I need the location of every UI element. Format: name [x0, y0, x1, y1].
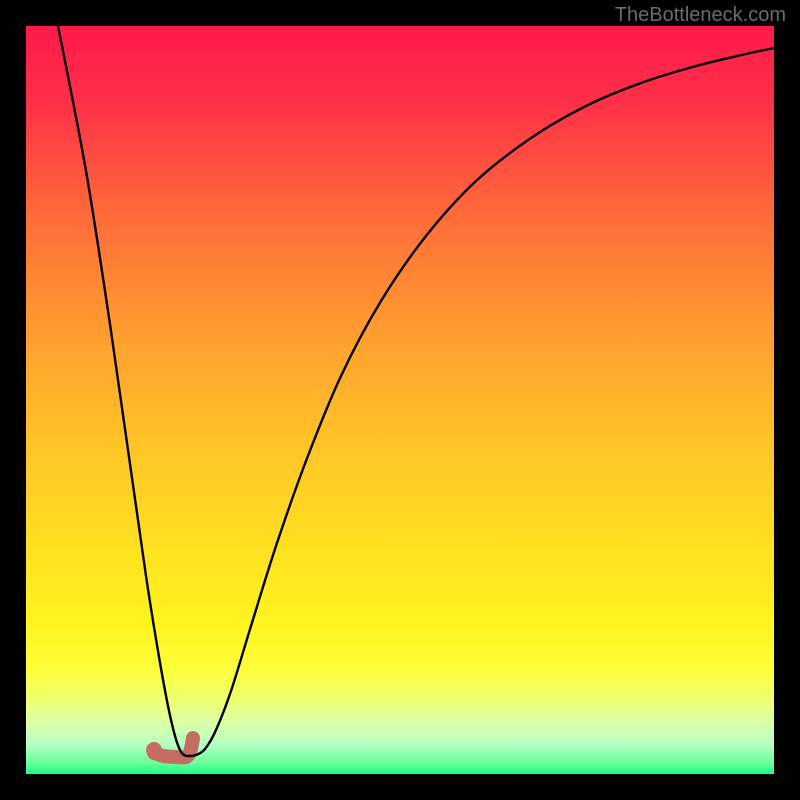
chart-curve [58, 26, 774, 756]
chart-curve-layer [26, 26, 774, 774]
watermark-text: TheBottleneck.com [615, 4, 786, 27]
chart-plot-area [26, 26, 774, 774]
chart-marker-dot [146, 742, 162, 758]
